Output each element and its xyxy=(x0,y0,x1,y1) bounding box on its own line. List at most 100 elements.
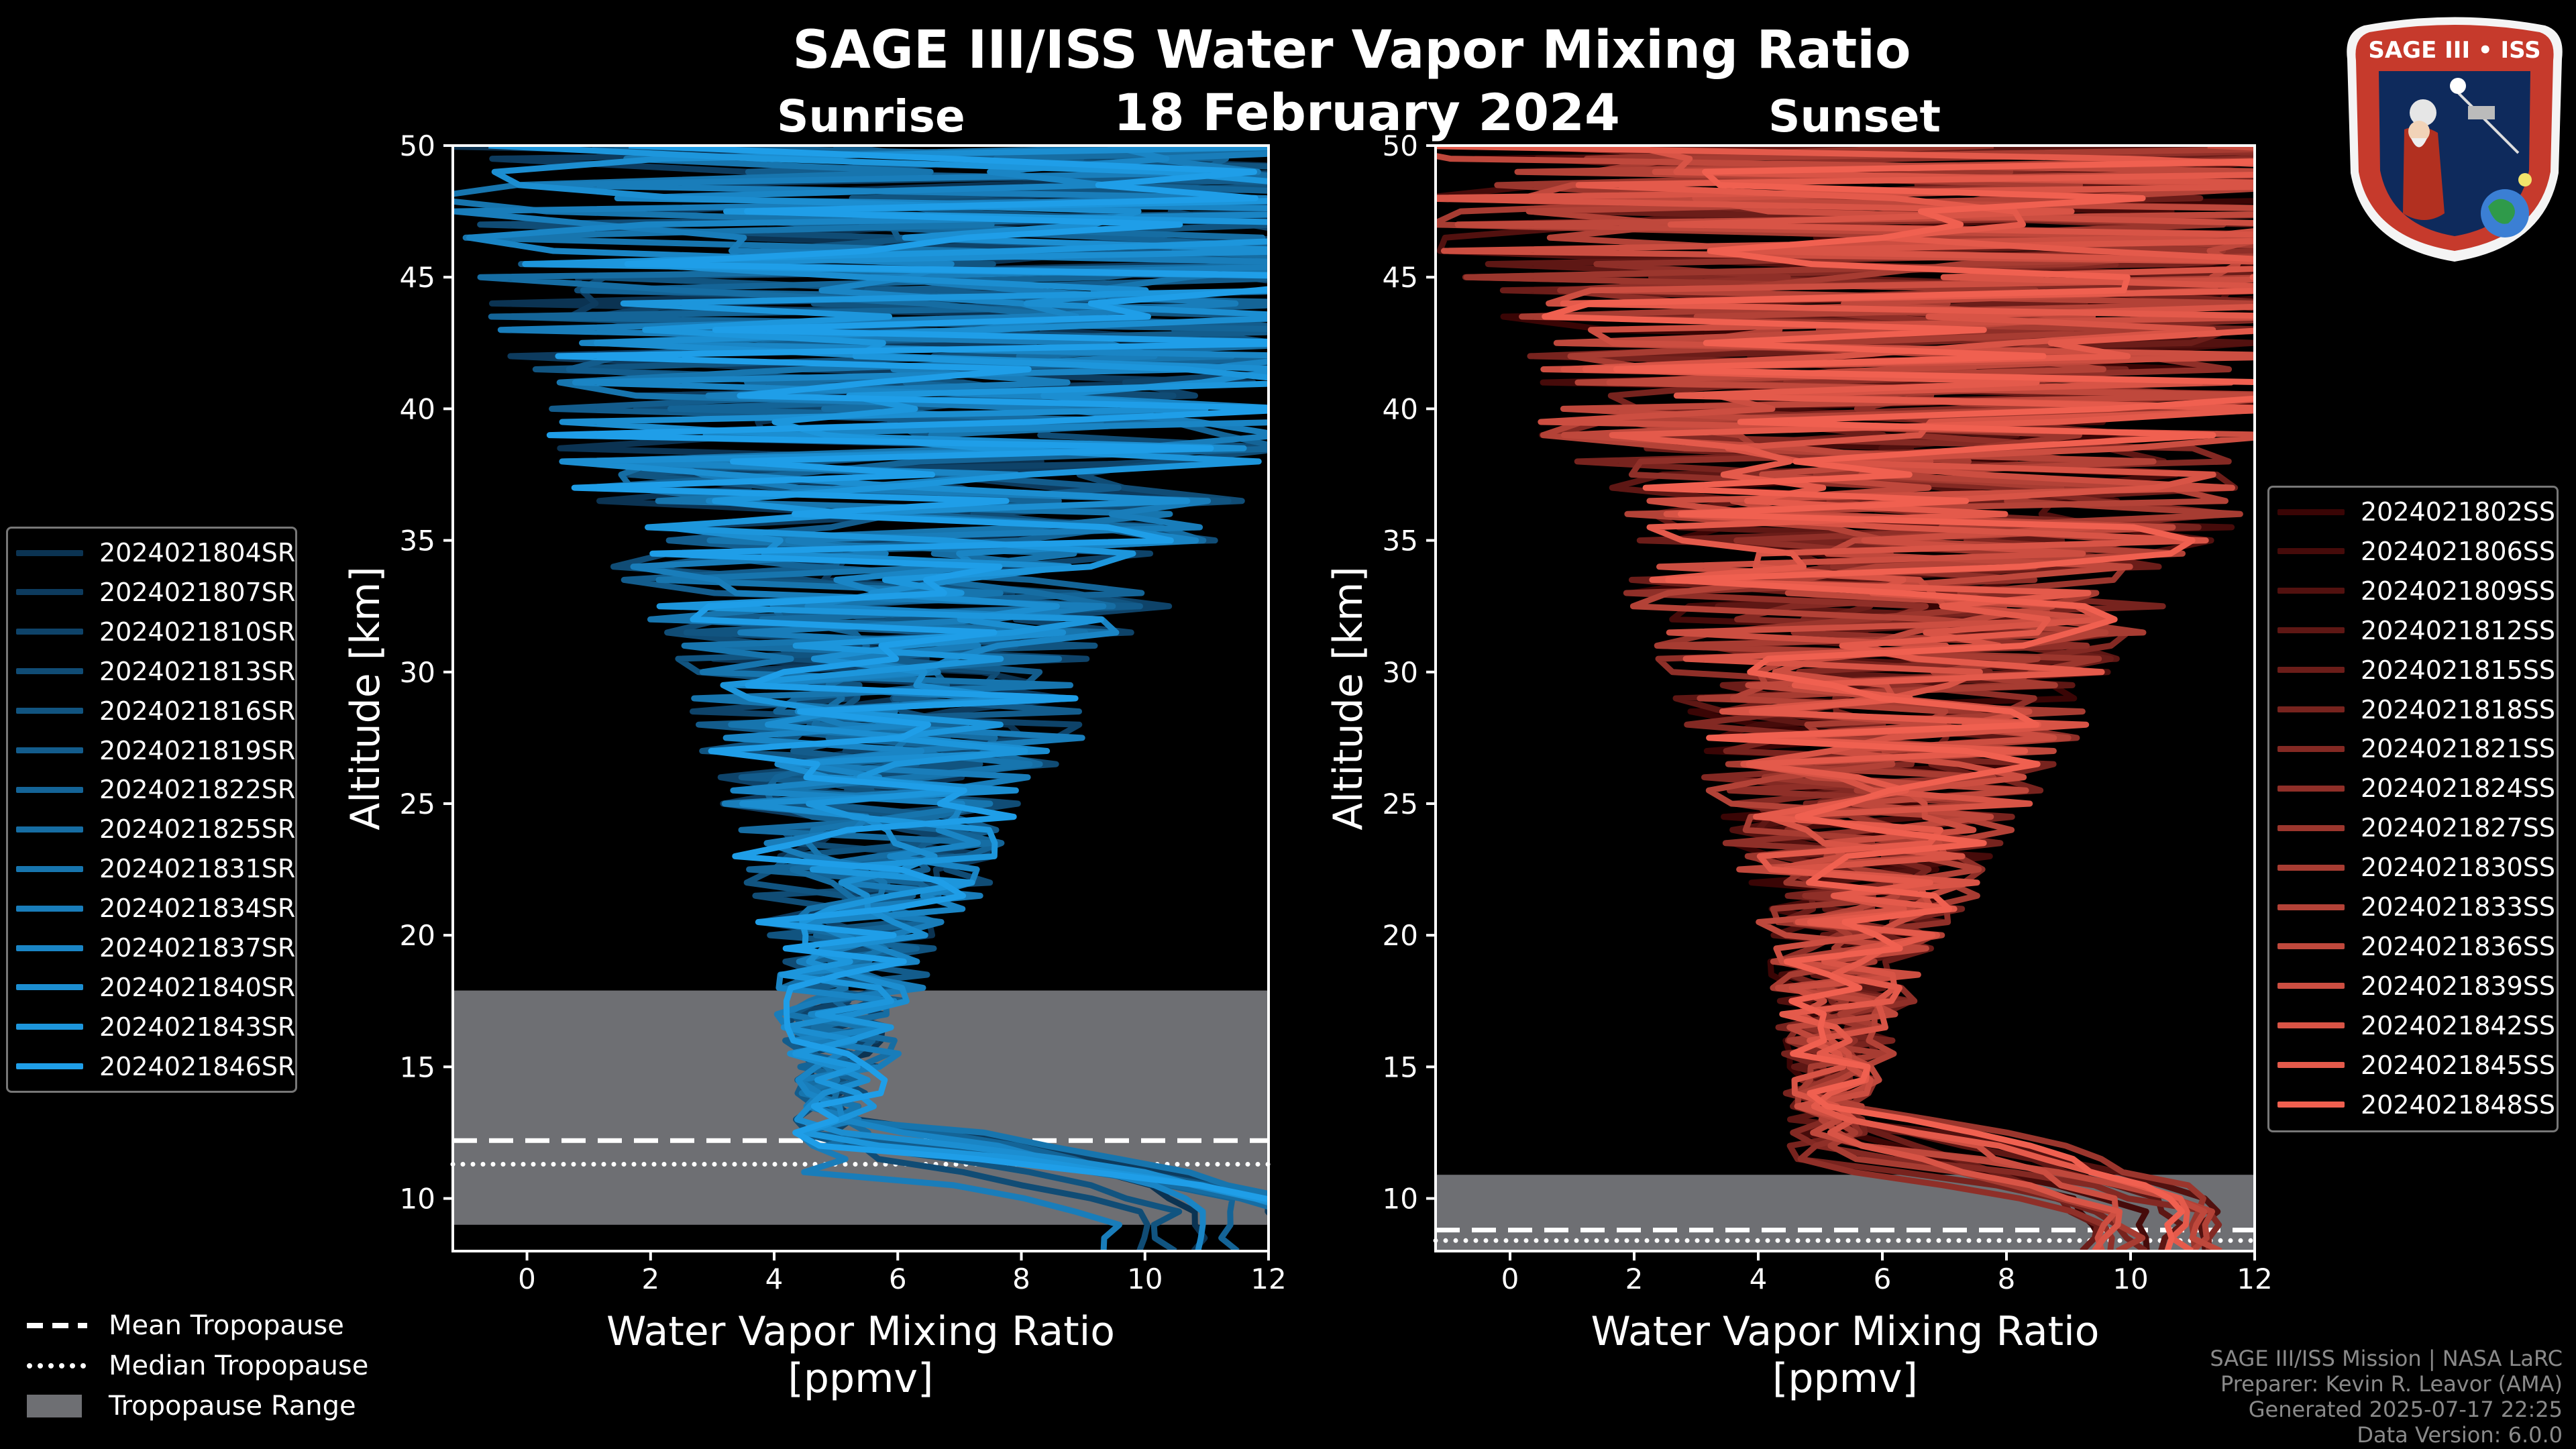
legend-entry: 2024021842SS xyxy=(2277,1011,2555,1040)
x-tick-label: 10 xyxy=(2112,1263,2148,1295)
legend-tropopause-range: Tropopause Range xyxy=(27,1391,356,1421)
x-axis-label: Water Vapor Mixing Ratio xyxy=(606,1308,1115,1355)
legend-entry: 2024021830SS xyxy=(2277,853,2555,882)
legend-swatch xyxy=(2277,745,2345,752)
x-axis-label: Water Vapor Mixing Ratio xyxy=(1591,1308,2100,1355)
x-tick-label: 8 xyxy=(1012,1263,1030,1295)
axes-frame xyxy=(1434,144,2256,1252)
legend-label: 2024021842SS xyxy=(2361,1010,2556,1040)
profile-lines xyxy=(453,146,1269,1251)
legend-swatch xyxy=(16,629,83,635)
legend-label: 2024021813SR xyxy=(99,656,296,686)
legend-label: 2024021827SS xyxy=(2361,813,2556,843)
y-tick-label: 35 xyxy=(400,525,435,557)
legend-entry: 2024021837SR xyxy=(16,933,295,963)
sunset-plot: 0 2 4 6 8 10 12 10 15 20 25 30 35 40 45 50 Water Vapor M… xyxy=(1325,129,2273,1402)
legend-label: 2024021833SS xyxy=(2361,892,2556,922)
legend-swatch xyxy=(16,549,83,556)
legend-entry: 2024021825SR xyxy=(16,814,295,844)
y-axis-label: Altitude [km] xyxy=(342,566,389,830)
legend-swatch xyxy=(2277,706,2345,712)
legend-swatch xyxy=(2277,864,2345,871)
chart-date: 18 February 2024 xyxy=(1114,83,1620,142)
y-axis-label: Altitude [km] xyxy=(1325,566,1372,830)
legend-label: 2024021810SR xyxy=(99,616,296,647)
profile-2024021812SS xyxy=(1458,146,2255,1251)
x-tick-label: 8 xyxy=(1998,1263,2016,1295)
legend-label: 2024021822SR xyxy=(99,775,296,805)
y-tick-label: 10 xyxy=(400,1183,435,1216)
range-swatch xyxy=(27,1395,82,1417)
y-tick-label: 25 xyxy=(1383,788,1418,820)
legend-label: 2024021830SS xyxy=(2361,853,2556,883)
legend-entry: 2024021809SS xyxy=(2277,576,2555,606)
y-tick-label: 15 xyxy=(1383,1051,1418,1083)
sunrise-label: Sunrise xyxy=(777,91,965,142)
legend-entry: 2024021834SR xyxy=(16,894,295,923)
legend-swatch xyxy=(16,826,83,833)
dotted-line-icon xyxy=(27,1363,87,1368)
y-tick-label: 25 xyxy=(400,788,435,820)
legend-entry: 2024021815SS xyxy=(2277,655,2555,685)
legend-label: 2024021825SR xyxy=(99,814,296,845)
sunset-label: Sunset xyxy=(1768,91,1941,142)
profile-2024021846SR xyxy=(546,146,1269,1203)
y-tick-label: 40 xyxy=(400,392,435,425)
legend-entry: 2024021813SR xyxy=(16,657,295,686)
y-tick-label: 30 xyxy=(400,656,435,689)
axes-frame xyxy=(451,144,1270,1252)
legend-swatch xyxy=(2277,904,2345,910)
credits-mission: SAGE III/ISS Mission | NASA LaRC xyxy=(2210,1346,2563,1371)
legend-label: 2024021846SR xyxy=(99,1051,296,1081)
legend-entry: 2024021840SR xyxy=(16,973,295,1002)
legend-entry: 2024021824SS xyxy=(2277,773,2555,803)
legend-swatch xyxy=(16,1024,83,1030)
chart-title: SAGE III/ISS Water Vapor Mixing Ratio xyxy=(792,20,1911,80)
x-tick-label: 2 xyxy=(641,1263,659,1295)
y-tick-label: 20 xyxy=(400,919,435,952)
legend-label: 2024021806SS xyxy=(2361,536,2556,566)
sage-logo: SAGE III • ISS xyxy=(2344,12,2565,264)
legend-label: 2024021840SR xyxy=(99,972,296,1002)
x-tick-label: 4 xyxy=(1750,1263,1768,1295)
y-tick-label: 10 xyxy=(1383,1183,1418,1216)
sunrise-legend: 2024021804SR 2024021807SR 2024021810SR 2024… xyxy=(6,527,297,1093)
y-tick-label: 40 xyxy=(1383,392,1418,425)
profile-lines xyxy=(1436,146,2255,1251)
legend-swatch xyxy=(16,865,83,872)
legend-swatch xyxy=(16,945,83,951)
legend-swatch xyxy=(16,1063,83,1070)
legend-entry: 2024021833SS xyxy=(2277,892,2555,922)
x-tick-label: 0 xyxy=(1501,1263,1519,1295)
dashed-line-icon xyxy=(27,1323,87,1328)
legend-swatch xyxy=(16,747,83,753)
legend-label: 2024021812SS xyxy=(2361,615,2556,645)
profile-2024021822SR xyxy=(488,146,1269,1251)
legend-entry: 2024021816SR xyxy=(16,696,295,726)
legend-entry: 2024021819SR xyxy=(16,736,295,765)
legend-entry: 2024021810SR xyxy=(16,617,295,647)
legend-swatch xyxy=(2277,983,2345,989)
x-axis-units: [ppmv] xyxy=(788,1355,934,1402)
credits-version: Data Version: 6.0.0 xyxy=(2357,1422,2563,1448)
legend-mean-tropopause: Mean Tropopause xyxy=(27,1310,344,1341)
sunset-legend: 2024021802SS 2024021806SS 2024021809SS 2024… xyxy=(2267,486,2559,1132)
legend-swatch xyxy=(2277,824,2345,831)
legend-swatch xyxy=(16,708,83,714)
legend-swatch xyxy=(16,668,83,675)
legend-entry: 2024021848SS xyxy=(2277,1090,2555,1120)
legend-label: 2024021824SS xyxy=(2361,773,2556,804)
y-tick-label: 45 xyxy=(1383,261,1418,294)
legend-entry: 2024021807SR xyxy=(16,578,295,607)
y-tick-label: 20 xyxy=(1383,919,1418,952)
legend-swatch xyxy=(16,905,83,912)
legend-label: 2024021816SR xyxy=(99,696,296,726)
credits: SAGE III/ISS Mission | NASA LaRC Prepare… xyxy=(2210,1346,2563,1448)
y-tick-label: 35 xyxy=(1383,525,1418,557)
legend-entry: 2024021806SS xyxy=(2277,537,2555,566)
legend-entry: 2024021812SS xyxy=(2277,616,2555,645)
legend-swatch xyxy=(16,589,83,596)
logo-text: SAGE III • ISS xyxy=(2368,37,2540,64)
legend-entry: 2024021822SR xyxy=(16,775,295,804)
legend-swatch xyxy=(2277,943,2345,950)
